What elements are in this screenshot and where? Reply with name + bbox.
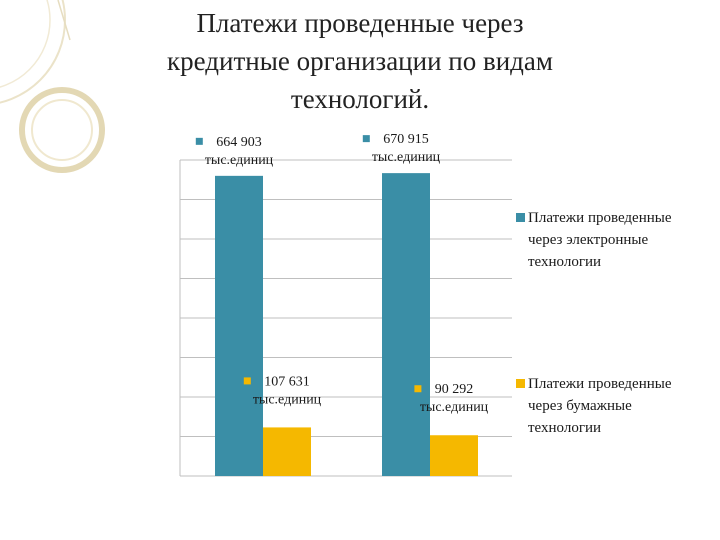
legend-marker xyxy=(516,379,525,388)
bar xyxy=(382,173,430,476)
data-label-value: 107 631 xyxy=(264,374,310,389)
legend-entry-text: через бумажные xyxy=(528,398,632,414)
data-label-marker xyxy=(195,137,203,145)
data-label-value: 90 292 xyxy=(435,382,474,397)
bar xyxy=(215,175,263,476)
data-label-unit: тыс.единиц xyxy=(205,153,274,168)
slide-title: Платежи проведенные через кредитные орга… xyxy=(110,4,610,118)
data-label-value: 664 903 xyxy=(216,135,262,150)
legend-entry-text: Платежи проведенные xyxy=(528,376,672,392)
bar xyxy=(430,435,478,476)
data-label-unit: тыс.единиц xyxy=(372,150,441,165)
legend-entry-text: технологии xyxy=(528,420,601,436)
legend-entry-text: технологии xyxy=(528,254,601,270)
data-label-marker xyxy=(243,377,251,385)
title-line: кредитные организации по видам xyxy=(167,46,553,76)
data-label-value: 670 915 xyxy=(383,132,429,147)
legend-entry-text: Платежи проведенные xyxy=(528,210,672,226)
title-line: технологий. xyxy=(290,84,430,114)
data-label-marker xyxy=(414,385,422,393)
bar xyxy=(263,427,311,476)
legend-entry-text: через электронные xyxy=(528,232,648,248)
data-label-unit: тыс.единиц xyxy=(253,392,322,407)
legend-marker xyxy=(516,213,525,222)
decorative-swirl xyxy=(0,0,105,173)
data-label-unit: тыс.единиц xyxy=(420,400,489,415)
data-label-marker xyxy=(362,135,370,143)
title-line: Платежи проведенные через xyxy=(196,8,524,38)
